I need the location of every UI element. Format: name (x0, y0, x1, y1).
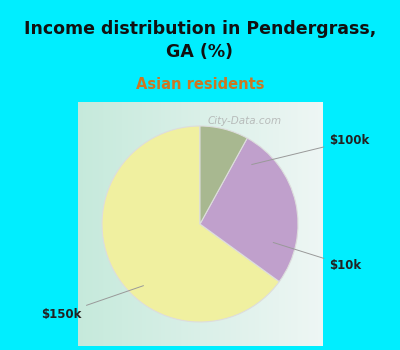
Text: $10k: $10k (273, 243, 362, 272)
Text: $100k: $100k (252, 134, 370, 164)
Wedge shape (200, 138, 298, 282)
Text: City-Data.com: City-Data.com (207, 116, 282, 126)
Wedge shape (102, 126, 279, 322)
Text: $150k: $150k (41, 286, 144, 321)
Text: Income distribution in Pendergrass,
GA (%): Income distribution in Pendergrass, GA (… (24, 20, 376, 61)
Text: Asian residents: Asian residents (136, 77, 264, 92)
Wedge shape (200, 126, 247, 224)
